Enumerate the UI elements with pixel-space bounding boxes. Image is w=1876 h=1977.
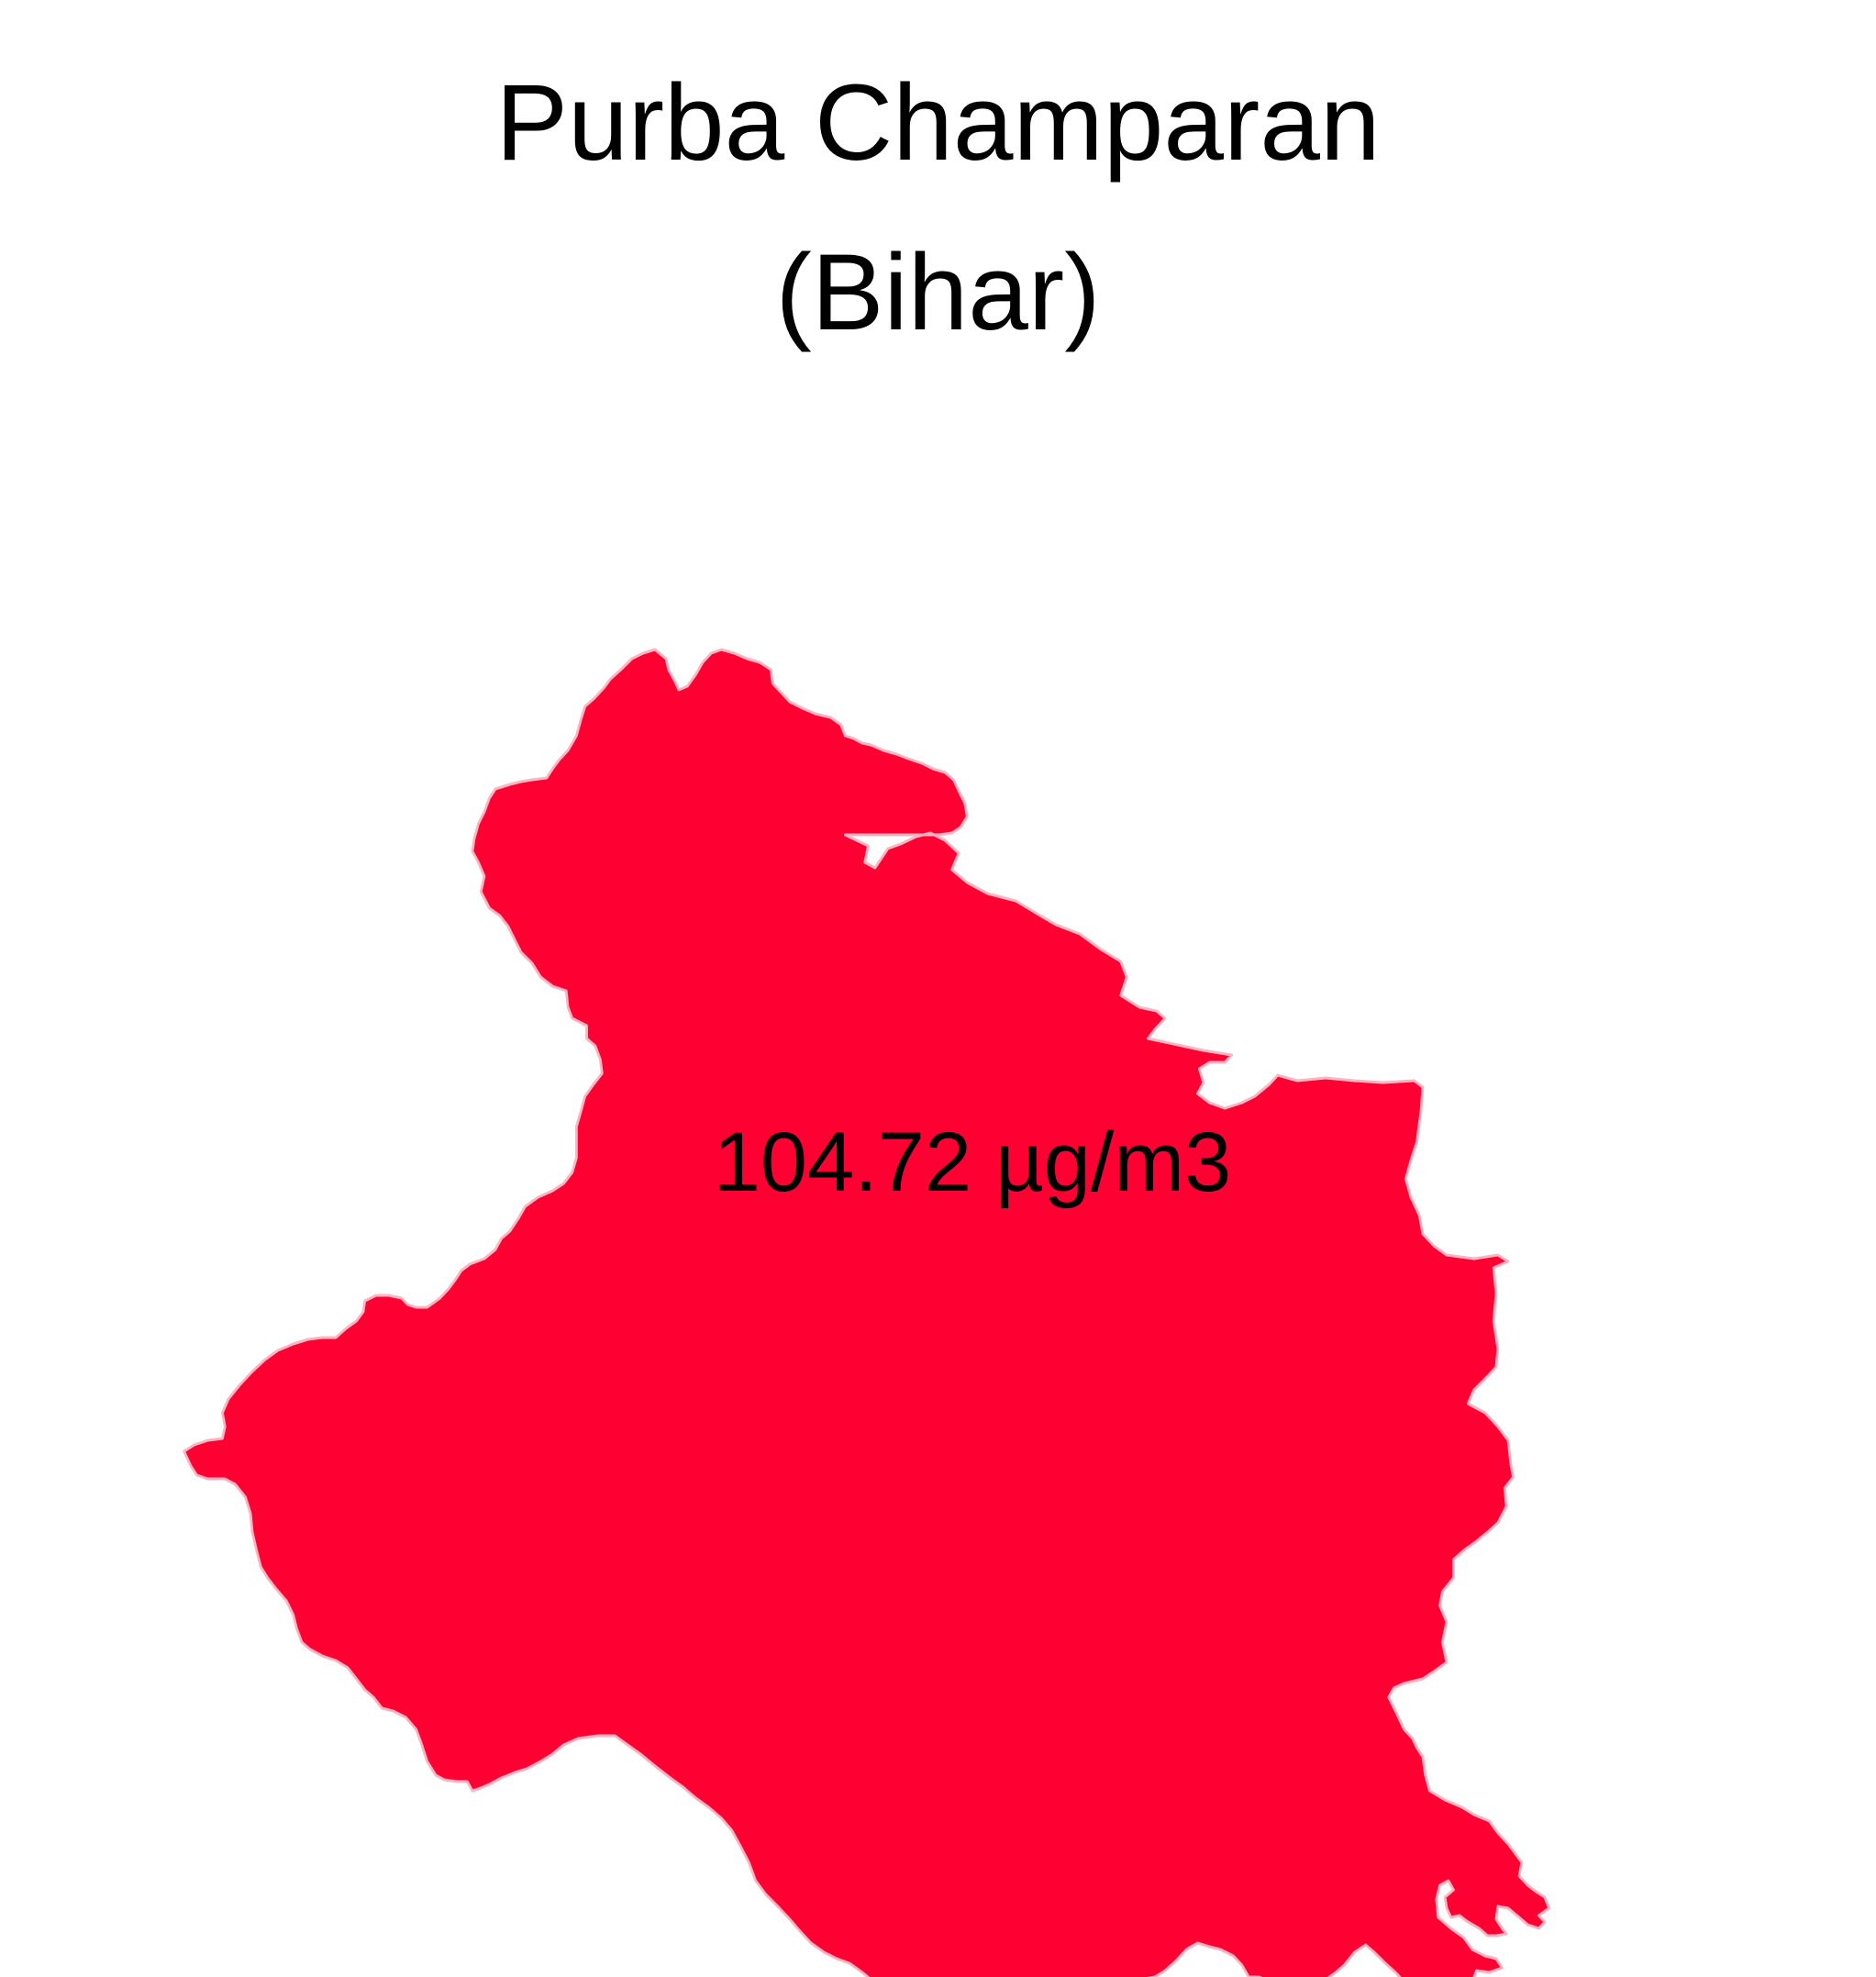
district-shape (183, 648, 1550, 1977)
pm25-value-label: 104.72 µg/m3 (714, 1116, 1232, 1209)
map-title: Purba Champaran (495, 62, 1381, 183)
map-subtitle-state: (Bihar) (775, 232, 1101, 353)
